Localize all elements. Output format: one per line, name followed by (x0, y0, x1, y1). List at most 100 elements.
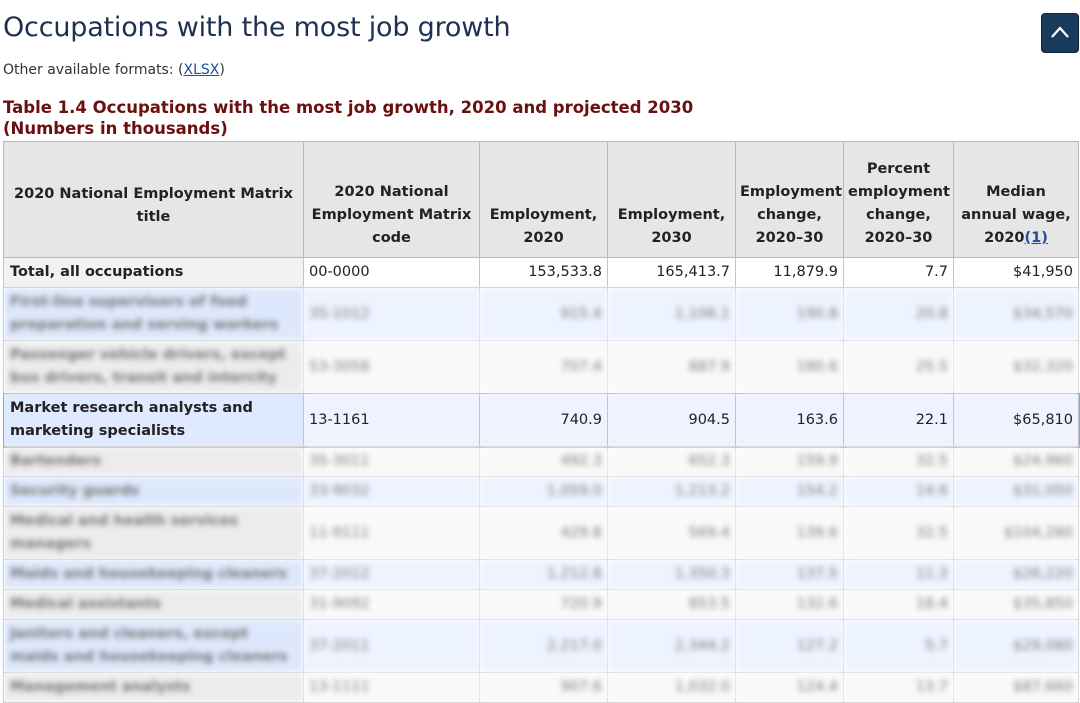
cell-emp2030: 652.3 (607, 446, 736, 477)
cell-emp2020: 1,059.0 (479, 476, 608, 507)
cell-change: 159.9 (735, 446, 844, 477)
cell-pct: 7.7 (843, 257, 954, 288)
table-row: Management analysts 13-1111 907.6 1,032.0 12… (3, 672, 1079, 703)
table-row: Bartenders 35-3011 492.3 652.3 159.9 32.5 $24,… (3, 446, 1079, 477)
wage-footnote-link[interactable]: (1) (1024, 230, 1048, 246)
cell-change: 11,879.9 (735, 257, 844, 288)
page-title: Occupations with the most job growth (3, 12, 511, 43)
cell-pct: 22.1 (843, 393, 954, 447)
cell-pct: 18.4 (843, 589, 954, 620)
cell-wage: $24,960 (953, 446, 1079, 477)
cell-title: Janitors and cleaners, except maids and … (3, 619, 304, 673)
cell-emp2020: 1,212.8 (479, 559, 608, 590)
cell-emp2030: 1,106.1 (607, 287, 736, 341)
cell-title: First-line supervisors of food preparati… (3, 287, 304, 341)
cell-wage: $26,220 (953, 559, 1079, 590)
table-row: Medical and health services managers 11-9… (3, 506, 1079, 560)
cell-pct: 32.5 (843, 506, 954, 560)
occupations-table: 2020 National Employment Matrix title 20… (2, 141, 1080, 703)
table-row: Maids and housekeeping cleaners 37-2012 1,… (3, 559, 1079, 590)
caption-line-2: (Numbers in thousands) (3, 119, 228, 138)
cell-emp2030: 165,413.7 (607, 257, 736, 288)
cell-emp2020: 740.9 (479, 393, 608, 447)
cell-wage: $31,050 (953, 476, 1079, 507)
xlsx-link[interactable]: XLSX (183, 62, 220, 78)
cell-wage: $104,280 (953, 506, 1079, 560)
cell-change: 190.8 (735, 287, 844, 341)
cell-wage: $41,950 (953, 257, 1079, 288)
cell-wage: $34,570 (953, 287, 1079, 341)
cell-pct: 11.3 (843, 559, 954, 590)
cell-emp2020: 492.3 (479, 446, 608, 477)
cell-title: Passenger vehicle drivers, except bus dr… (3, 340, 304, 394)
cell-wage: $35,850 (953, 589, 1079, 620)
table-row: Janitors and cleaners, except maids and … (3, 619, 1079, 673)
formats-prefix: Other available formats: ( (3, 62, 184, 78)
cell-code: 13-1161 (303, 393, 480, 447)
cell-wage: $29,080 (953, 619, 1079, 673)
cell-title: Management analysts (3, 672, 304, 703)
cell-code: 33-9032 (303, 476, 480, 507)
cell-title: Market research analysts and marketing s… (3, 393, 304, 447)
table-row: Market research analysts and marketing s… (2, 392, 1080, 448)
cell-pct: 14.6 (843, 476, 954, 507)
cell-change: 127.2 (735, 619, 844, 673)
table-row: Passenger vehicle drivers, except bus dr… (3, 340, 1079, 394)
table-row: First-line supervisors of food preparati… (3, 287, 1079, 341)
cell-code: 37-2012 (303, 559, 480, 590)
other-formats: Other available formats: (XLSX) (3, 62, 225, 78)
back-to-top-button[interactable] (1041, 13, 1079, 53)
table-caption: Table 1.4 Occupations with the most job … (3, 97, 693, 139)
cell-pct: 32.5 (843, 446, 954, 477)
cell-emp2020: 153,533.8 (479, 257, 608, 288)
cell-code: 37-2011 (303, 619, 480, 673)
header-emp2020: Employment, 2020 (479, 141, 608, 258)
cell-emp2030: 2,344.2 (607, 619, 736, 673)
cell-emp2030: 904.5 (607, 393, 736, 447)
header-pct: Percent employment change, 2020–30 (843, 141, 954, 258)
cell-code: 13-1111 (303, 672, 480, 703)
cell-emp2020: 429.8 (479, 506, 608, 560)
cell-change: 132.6 (735, 589, 844, 620)
formats-suffix: ) (219, 62, 225, 78)
cell-emp2020: 707.4 (479, 340, 608, 394)
cell-emp2020: 2,217.0 (479, 619, 608, 673)
cell-pct: 20.8 (843, 287, 954, 341)
cell-code: 00-0000 (303, 257, 480, 288)
cell-change: 163.6 (735, 393, 844, 447)
cell-pct: 5.7 (843, 619, 954, 673)
cell-emp2030: 1,032.0 (607, 672, 736, 703)
cell-emp2030: 887.9 (607, 340, 736, 394)
table-row: Medical assistants 31-9092 720.9 853.5 132.6… (3, 589, 1079, 620)
cell-emp2020: 907.6 (479, 672, 608, 703)
cell-title: Bartenders (3, 446, 304, 477)
table-row: Total, all occupations 00-0000 153,533.8 16… (3, 257, 1079, 288)
cell-change: 137.5 (735, 559, 844, 590)
table-header-row: 2020 National Employment Matrix title 20… (3, 141, 1079, 258)
cell-emp2030: 853.5 (607, 589, 736, 620)
cell-change: 154.2 (735, 476, 844, 507)
cell-code: 35-3011 (303, 446, 480, 477)
cell-wage: $65,810 (953, 393, 1079, 447)
header-wage-label: Median annual wage, 2020 (961, 184, 1071, 246)
cell-emp2020: 720.9 (479, 589, 608, 620)
cell-title: Medical assistants (3, 589, 304, 620)
cell-title: Maids and housekeeping cleaners (3, 559, 304, 590)
cell-pct: 13.7 (843, 672, 954, 703)
cell-wage: $32,320 (953, 340, 1079, 394)
header-wage: Median annual wage, 2020(1) (953, 141, 1079, 258)
cell-change: 139.6 (735, 506, 844, 560)
chevron-up-icon (1051, 26, 1069, 38)
cell-change: 180.6 (735, 340, 844, 394)
cell-title: Security guards (3, 476, 304, 507)
cell-wage: $87,660 (953, 672, 1079, 703)
header-emp2030: Employment, 2030 (607, 141, 736, 258)
cell-title: Total, all occupations (3, 257, 304, 288)
header-title: 2020 National Employment Matrix title (3, 141, 304, 258)
cell-emp2020: 915.4 (479, 287, 608, 341)
cell-code: 35-1012 (303, 287, 480, 341)
cell-change: 124.4 (735, 672, 844, 703)
cell-title: Medical and health services managers (3, 506, 304, 560)
cell-code: 11-9111 (303, 506, 480, 560)
header-code: 2020 National Employment Matrix code (303, 141, 480, 258)
